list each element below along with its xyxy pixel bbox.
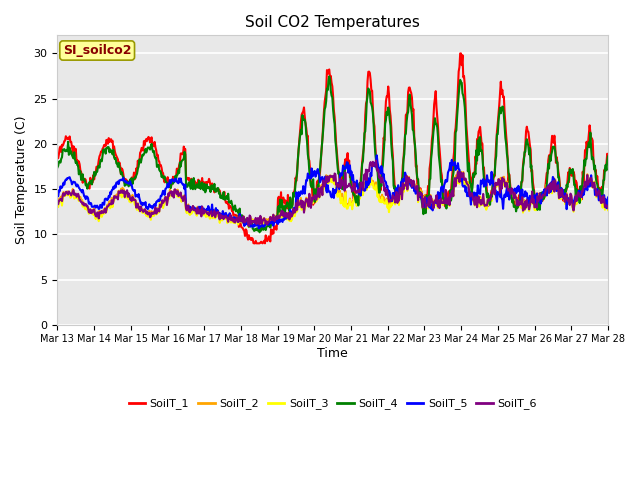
SoilT_1: [205, 176, 213, 182]
SoilT_5: [401, 169, 409, 175]
SoilT_2: [401, 180, 408, 186]
Y-axis label: Soil Temperature (C): Soil Temperature (C): [15, 116, 28, 244]
SoilT_2: [245, 221, 253, 227]
SoilT_4: [417, 193, 425, 199]
Line: SoilT_3: SoilT_3: [58, 174, 608, 227]
SoilT_5: [176, 179, 184, 185]
SoilT_3: [205, 212, 213, 218]
SoilT_4: [401, 132, 409, 138]
SoilT_2: [54, 200, 61, 205]
Line: SoilT_2: SoilT_2: [58, 171, 608, 224]
SoilT_5: [373, 153, 381, 158]
SoilT_3: [245, 224, 253, 230]
Title: Soil CO2 Temperatures: Soil CO2 Temperatures: [245, 15, 420, 30]
SoilT_1: [120, 176, 128, 182]
SoilT_4: [256, 229, 264, 235]
SoilT_4: [176, 159, 184, 165]
SoilT_3: [120, 189, 128, 194]
SoilT_6: [176, 192, 184, 198]
SoilT_2: [120, 187, 128, 192]
SoilT_4: [54, 165, 61, 170]
SoilT_2: [454, 168, 461, 174]
SoilT_4: [205, 184, 213, 190]
SoilT_6: [54, 200, 61, 205]
SoilT_5: [54, 192, 61, 198]
Text: SI_soilco2: SI_soilco2: [63, 44, 131, 57]
Legend: SoilT_1, SoilT_2, SoilT_3, SoilT_4, SoilT_5, SoilT_6: SoilT_1, SoilT_2, SoilT_3, SoilT_4, Soil…: [124, 394, 541, 414]
SoilT_4: [325, 73, 333, 79]
SoilT_5: [255, 226, 262, 231]
SoilT_2: [417, 187, 424, 192]
SoilT_6: [120, 188, 128, 194]
SoilT_2: [176, 190, 184, 195]
SoilT_3: [176, 192, 184, 198]
SoilT_1: [604, 157, 612, 163]
SoilT_2: [63, 189, 71, 194]
SoilT_5: [205, 205, 213, 211]
SoilT_6: [63, 191, 71, 196]
SoilT_5: [120, 178, 128, 183]
SoilT_1: [176, 160, 184, 166]
Line: SoilT_1: SoilT_1: [58, 53, 608, 243]
SoilT_4: [120, 177, 128, 183]
SoilT_1: [417, 185, 424, 191]
X-axis label: Time: Time: [317, 347, 348, 360]
SoilT_6: [417, 192, 425, 198]
SoilT_3: [401, 182, 408, 188]
SoilT_6: [245, 223, 253, 229]
SoilT_5: [417, 195, 425, 201]
SoilT_1: [250, 240, 258, 246]
Line: SoilT_4: SoilT_4: [58, 76, 608, 232]
Line: SoilT_6: SoilT_6: [58, 160, 608, 226]
SoilT_1: [456, 50, 464, 56]
SoilT_3: [604, 207, 612, 213]
SoilT_3: [63, 192, 71, 198]
SoilT_4: [604, 154, 612, 159]
SoilT_4: [63, 148, 71, 154]
SoilT_3: [54, 204, 61, 209]
SoilT_1: [401, 144, 408, 150]
SoilT_5: [604, 195, 612, 201]
SoilT_1: [54, 154, 61, 160]
SoilT_6: [372, 157, 380, 163]
SoilT_2: [205, 210, 213, 216]
SoilT_3: [417, 189, 424, 195]
SoilT_6: [401, 182, 409, 188]
SoilT_6: [205, 213, 213, 218]
Line: SoilT_5: SoilT_5: [58, 156, 608, 228]
SoilT_2: [604, 204, 612, 210]
SoilT_5: [63, 175, 71, 181]
SoilT_3: [454, 171, 461, 177]
SoilT_1: [63, 136, 71, 142]
SoilT_6: [604, 205, 612, 211]
